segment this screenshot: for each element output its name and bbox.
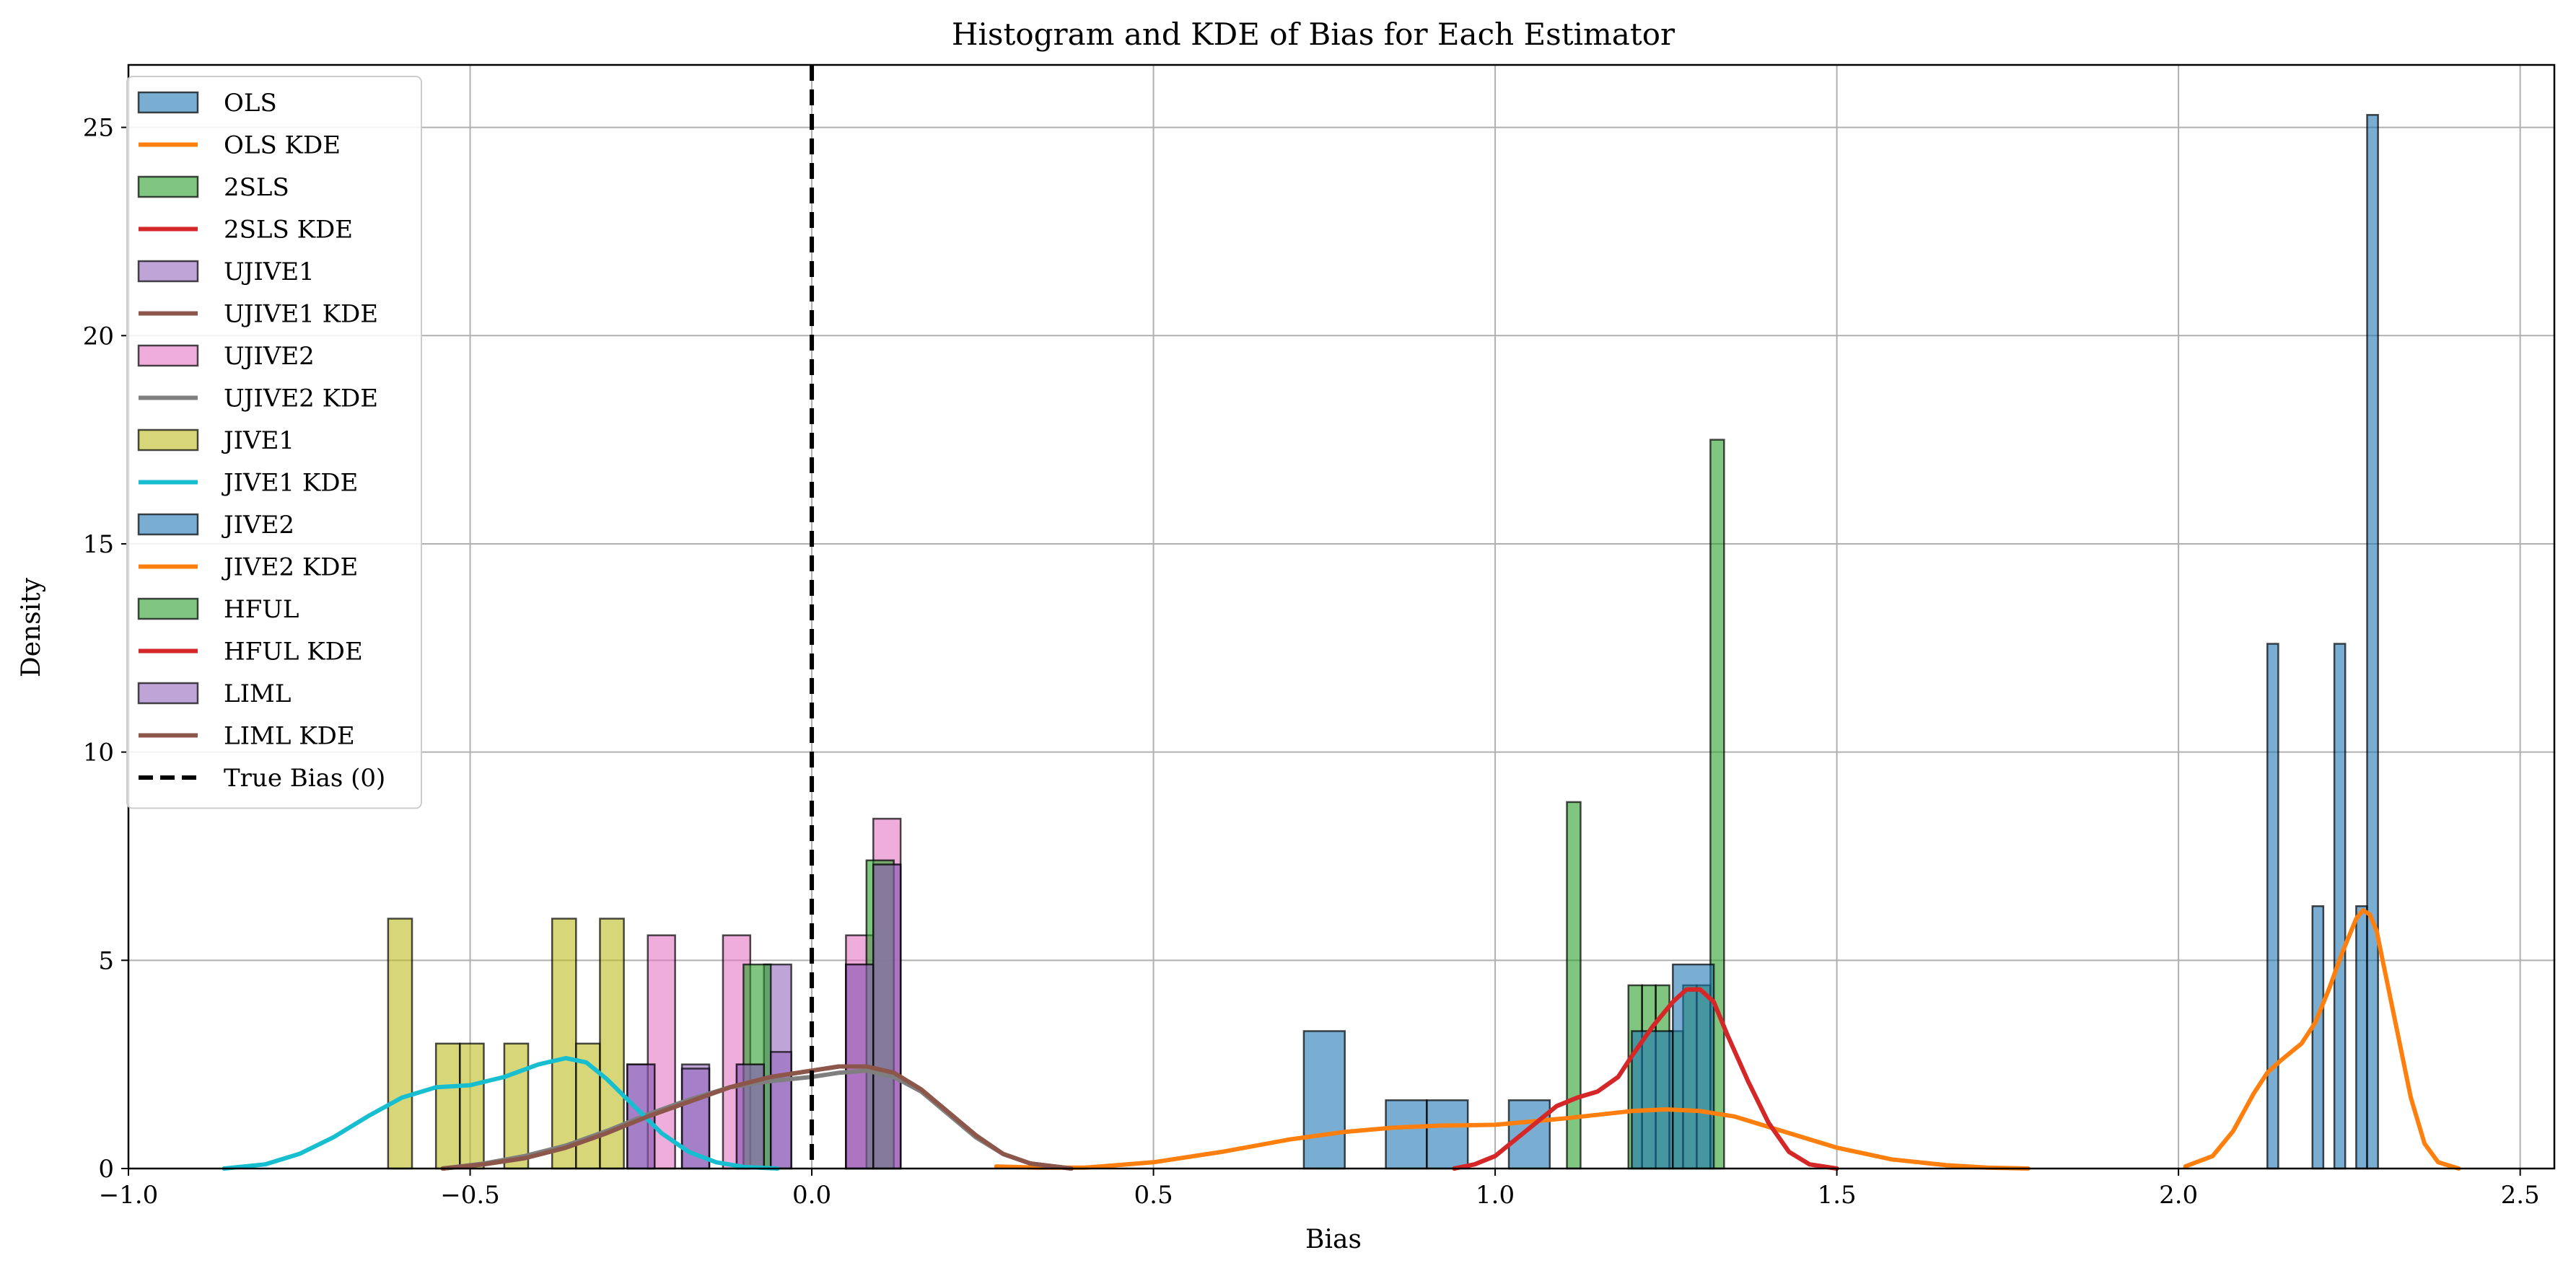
x-tick-label: −1.0 [99, 1181, 159, 1210]
hist-bar-jive1-2 [459, 1042, 485, 1170]
x-tick-label: 0.5 [1134, 1181, 1173, 1210]
legend-label: OLS KDE [224, 131, 341, 160]
chart-title: Histogram and KDE of Bias for Each Estim… [952, 17, 1675, 52]
hist-bar-jive1-0 [387, 918, 413, 1170]
legend-swatch [137, 91, 199, 114]
hist-bar-liml-3 [769, 1051, 792, 1170]
legend-swatch [137, 344, 199, 367]
legend: OLS OLS KDE 2SLS 2SLS KDE UJIVE1 UJIVE1 KDE UJ… [126, 76, 422, 809]
legend-swatch [137, 682, 199, 705]
hist-bar-ols-4 [2366, 114, 2379, 1170]
tick-layer: −1.0 −0.5 0.0 0.5 1.0 1.5 2.0 2.5 0 5 10 15 20 25 [83, 114, 2540, 1210]
hist-bar-ols-1 [2311, 905, 2325, 1170]
hist-bar-ols-0 [2266, 643, 2279, 1170]
legend-label: LIML KDE [224, 722, 355, 751]
kde-line-hful-kde [1452, 987, 1839, 1171]
x-tick-label: 1.5 [1818, 1181, 1857, 1210]
hist-bar-jive1-4 [551, 918, 577, 1170]
legend-label: OLS [224, 89, 277, 118]
legend-label: JIVE2 KDE [222, 553, 358, 582]
y-tick-label: 25 [83, 114, 114, 143]
kde-line-ols-kde [2183, 908, 2461, 1171]
legend-label: UJIVE1 KDE [224, 300, 378, 329]
hist-bar-jive2-3 [1507, 1099, 1551, 1170]
legend-swatch [137, 597, 199, 620]
x-axis-label: Bias [1305, 1225, 1362, 1254]
hist-bar-2sls-0 [1566, 801, 1582, 1170]
hist-bar-jive1-1 [434, 1042, 461, 1170]
legend-label: True Bias (0) [224, 764, 385, 793]
legend-label: JIVE1 KDE [222, 469, 358, 498]
y-tick-label: 20 [83, 322, 114, 351]
legend-label: UJIVE1 [224, 258, 315, 286]
hist-bar-jive1-3 [503, 1042, 530, 1170]
kde-layer [222, 908, 2461, 1171]
y-tick-label: 0 [98, 1155, 114, 1184]
legend-swatch [137, 175, 199, 198]
x-tick-label: −0.5 [440, 1181, 500, 1210]
legend-box [126, 76, 422, 809]
legend-label: HFUL KDE [224, 638, 363, 666]
x-tick-label: 0.0 [792, 1181, 831, 1210]
legend-label: JIVE1 [222, 426, 294, 455]
legend-label: UJIVE2 KDE [224, 384, 378, 413]
hist-bar-jive2-2 [1426, 1099, 1469, 1170]
legend-label: JIVE2 [222, 511, 294, 540]
legend-label: HFUL [224, 595, 299, 624]
y-tick-label: 15 [83, 530, 114, 559]
y-tick-label: 10 [83, 739, 114, 767]
kde-line-jive2-kde [994, 1107, 2030, 1171]
x-tick-label: 2.0 [2159, 1181, 2198, 1210]
y-tick-label: 5 [98, 946, 114, 975]
x-tick-label: 2.5 [2501, 1181, 2540, 1210]
hist-bar-liml-5 [872, 863, 902, 1170]
hist-bar-ols-2 [2333, 643, 2347, 1170]
legend-swatch [137, 260, 199, 283]
legend-swatch [137, 428, 199, 452]
legend-label: 2SLS KDE [224, 216, 353, 245]
hist-bar-ols-3 [2355, 905, 2368, 1170]
y-axis-label: Density [17, 577, 46, 677]
legend-label: UJIVE2 [224, 342, 315, 371]
kde-line-jive1-kde [222, 1056, 780, 1171]
x-tick-label: 1.0 [1476, 1181, 1515, 1210]
hist-bar-jive2-0 [1302, 1030, 1346, 1170]
legend-label: LIML [224, 679, 291, 708]
legend-label: 2SLS [224, 173, 289, 202]
legend-swatch [137, 513, 199, 536]
hist-bar-jive2-4 [1631, 1030, 1674, 1170]
hist-bar-jive2-1 [1385, 1099, 1428, 1170]
